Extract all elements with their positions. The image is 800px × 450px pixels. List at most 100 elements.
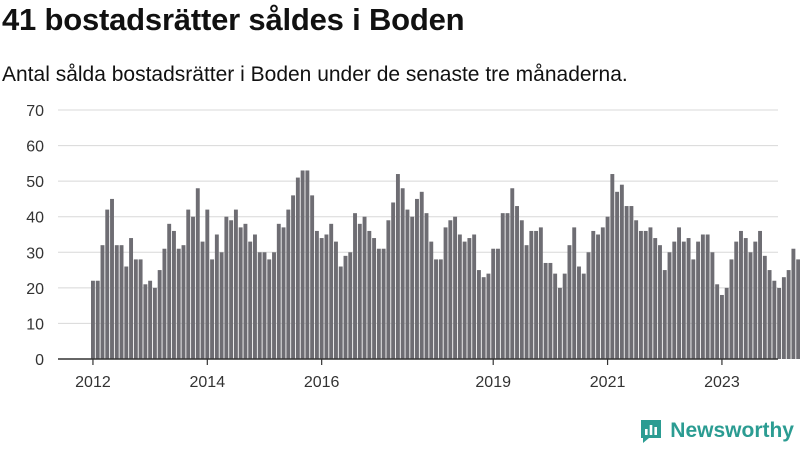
bar <box>257 252 262 359</box>
bar <box>681 241 686 359</box>
newsworthy-logo: Newsworthy <box>639 418 794 444</box>
bar <box>334 241 338 359</box>
bar <box>491 248 496 359</box>
bar <box>581 273 586 359</box>
bar-chart: 0102030405060702012201420162019202120232… <box>26 103 800 391</box>
bar <box>758 230 762 359</box>
bar <box>700 234 705 359</box>
bar <box>353 213 357 359</box>
bar <box>548 262 553 359</box>
bar <box>443 227 448 359</box>
bar <box>667 252 672 359</box>
bar <box>715 284 720 359</box>
bar <box>295 177 300 359</box>
bar <box>643 230 648 359</box>
bar <box>286 209 291 359</box>
bar <box>486 273 491 359</box>
x-tick-label: 2016 <box>304 374 340 391</box>
bar <box>133 259 138 359</box>
bar <box>391 202 396 359</box>
bar <box>562 273 567 359</box>
bar <box>262 252 267 359</box>
bar <box>410 216 415 359</box>
bar <box>653 238 658 359</box>
bar <box>591 230 596 359</box>
y-tick-label: 50 <box>26 174 44 191</box>
bar <box>267 259 272 359</box>
bar <box>677 227 681 359</box>
bar <box>367 230 372 359</box>
bar <box>572 227 577 359</box>
bar <box>162 248 167 359</box>
bar <box>167 223 172 359</box>
bar <box>305 170 310 359</box>
bar <box>233 209 238 359</box>
bar <box>543 262 548 359</box>
bar <box>791 248 796 359</box>
bar <box>796 259 800 359</box>
x-tick-label: 2019 <box>475 374 511 391</box>
bar <box>724 287 729 359</box>
bar <box>762 255 767 359</box>
bar <box>748 252 753 359</box>
bar <box>619 184 624 359</box>
bar <box>457 234 462 359</box>
bar <box>200 241 205 359</box>
bar <box>143 284 148 359</box>
bar <box>629 206 634 359</box>
bar <box>95 280 100 359</box>
bar <box>372 238 377 359</box>
bar <box>767 270 772 359</box>
bar <box>696 241 701 359</box>
bar <box>615 191 620 359</box>
bar <box>729 259 734 359</box>
bar <box>191 216 195 359</box>
bar <box>434 259 438 359</box>
y-tick-label: 20 <box>26 281 44 298</box>
bar <box>472 234 477 359</box>
bar <box>105 209 110 359</box>
brand-name: Newsworthy <box>670 419 794 442</box>
x-tick-label: 2012 <box>75 374 111 391</box>
bar <box>705 234 710 359</box>
bar <box>381 248 386 359</box>
bar <box>515 206 519 359</box>
bar <box>253 234 257 359</box>
y-tick-label: 70 <box>26 103 44 120</box>
bar <box>429 241 434 359</box>
bar <box>500 213 505 359</box>
bar <box>691 259 696 359</box>
bar <box>538 227 543 359</box>
bar <box>719 294 724 359</box>
bar <box>238 227 243 359</box>
bar <box>310 195 315 359</box>
bar <box>376 248 381 359</box>
bar <box>119 245 124 359</box>
bar <box>300 170 305 359</box>
bar <box>743 238 748 359</box>
bar <box>114 245 119 359</box>
bar <box>634 220 639 359</box>
bar <box>276 223 281 359</box>
bar <box>476 270 481 359</box>
bar <box>110 198 114 359</box>
bar <box>272 252 276 359</box>
bar <box>529 230 534 359</box>
bar <box>638 230 643 359</box>
y-tick-label: 60 <box>26 139 44 156</box>
y-tick-label: 10 <box>26 316 44 333</box>
bar <box>248 241 253 359</box>
bar <box>577 266 581 359</box>
bar <box>519 220 524 359</box>
bar <box>229 220 234 359</box>
bar <box>772 280 777 359</box>
bar <box>777 287 782 359</box>
bar <box>605 216 610 359</box>
bar <box>210 259 215 359</box>
bar <box>586 252 591 359</box>
bar <box>176 248 181 359</box>
bar <box>596 234 600 359</box>
y-tick-label: 30 <box>26 245 44 262</box>
y-tick-label: 40 <box>26 210 44 227</box>
bar <box>224 216 229 359</box>
